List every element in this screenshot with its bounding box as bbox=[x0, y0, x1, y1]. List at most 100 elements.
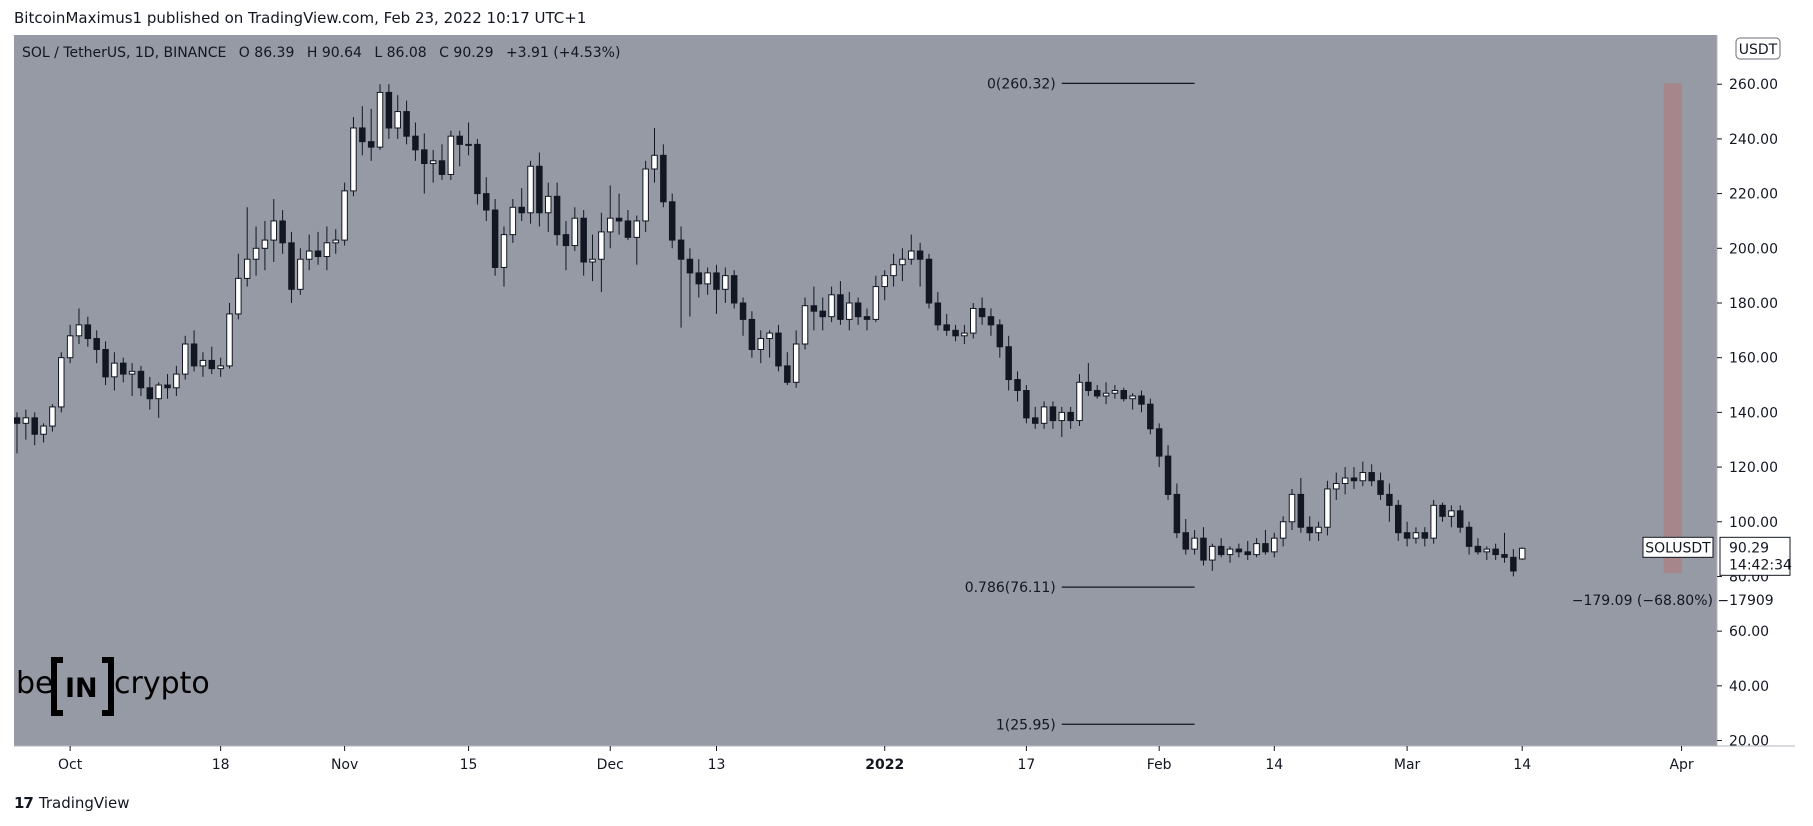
candle bbox=[846, 292, 853, 331]
candle bbox=[1023, 385, 1030, 424]
candle bbox=[1182, 519, 1189, 555]
candle bbox=[589, 234, 596, 282]
candle bbox=[1164, 445, 1172, 500]
price-chart[interactable]: SOL / TetherUS, 1D, BINANCE O 86.39 H 90… bbox=[14, 35, 1795, 779]
price-scale-area[interactable] bbox=[1717, 35, 1795, 746]
logo-text-be: be bbox=[16, 666, 54, 701]
fib-retracement[interactable]: 0(260.32) 0.786(76.11) 1(25.95) bbox=[965, 76, 1195, 733]
candle-body bbox=[288, 242, 295, 290]
candle-body bbox=[757, 338, 764, 350]
candle-body bbox=[376, 91, 384, 148]
candle bbox=[801, 297, 809, 350]
logo-text-crypto: crypto bbox=[114, 666, 210, 701]
candle-body bbox=[111, 362, 118, 378]
candle bbox=[1350, 467, 1358, 489]
candle bbox=[978, 297, 986, 325]
price-tick-label: 180.00 bbox=[1729, 296, 1778, 312]
candle bbox=[890, 253, 897, 287]
candle bbox=[536, 152, 543, 227]
price-range-measure-label: −179.09 (−68.80%) −17909 bbox=[1572, 593, 1774, 609]
candle bbox=[1253, 538, 1260, 558]
price-tick-label: 20.00 bbox=[1729, 734, 1769, 750]
candle-body bbox=[190, 343, 198, 367]
candle-body bbox=[500, 234, 508, 268]
candle bbox=[527, 160, 534, 224]
published-line: BitcoinMaximus1 published on TradingView… bbox=[14, 9, 587, 27]
candle bbox=[1386, 483, 1393, 522]
candle-body bbox=[412, 135, 419, 151]
candle-body bbox=[146, 387, 154, 400]
candle-body bbox=[359, 127, 366, 143]
time-tick-label: Nov bbox=[331, 757, 358, 773]
candle bbox=[925, 253, 933, 309]
candle-body bbox=[615, 217, 623, 222]
time-tick-label: Feb bbox=[1147, 757, 1172, 773]
tradingview-logo-icon[interactable]: 17 bbox=[14, 794, 34, 812]
legend-l-label: L bbox=[374, 45, 382, 61]
candle bbox=[1226, 546, 1234, 563]
candle-body bbox=[465, 143, 472, 146]
candle bbox=[500, 226, 508, 287]
legend-o-label: O bbox=[239, 45, 250, 61]
candle bbox=[1439, 502, 1446, 522]
candle bbox=[146, 376, 154, 410]
candle-body bbox=[93, 338, 100, 350]
candle-body bbox=[854, 302, 862, 318]
candle bbox=[456, 130, 463, 167]
candle bbox=[367, 108, 375, 161]
candle bbox=[252, 226, 260, 276]
candle-body bbox=[155, 384, 162, 400]
candle-body bbox=[863, 316, 871, 320]
candle bbox=[854, 297, 862, 325]
candle-body bbox=[801, 305, 809, 345]
candle-body bbox=[996, 324, 1004, 348]
candle bbox=[1403, 521, 1411, 547]
currency-button[interactable]: USDT bbox=[1735, 37, 1781, 60]
time-scale-area[interactable] bbox=[14, 746, 1795, 779]
candle-body bbox=[66, 335, 74, 359]
candle bbox=[748, 311, 756, 358]
candle-body bbox=[598, 231, 605, 260]
footer[interactable]: 17 TradingView bbox=[14, 794, 130, 812]
candle bbox=[943, 313, 950, 336]
candle bbox=[1093, 385, 1101, 399]
candle-body bbox=[1005, 346, 1012, 381]
candle bbox=[872, 275, 880, 323]
candle bbox=[421, 133, 428, 194]
plot-area[interactable] bbox=[14, 35, 1717, 746]
candle bbox=[75, 308, 83, 345]
candle bbox=[1456, 505, 1464, 533]
candle-body bbox=[438, 160, 446, 175]
candle bbox=[730, 270, 738, 309]
last-price-label: SOLUSDT 90.29 14:42:34 bbox=[1642, 536, 1792, 576]
candle-body bbox=[1235, 548, 1243, 553]
candle-body bbox=[775, 332, 782, 367]
candle-body bbox=[1501, 554, 1508, 558]
candle-body bbox=[1049, 406, 1057, 422]
candle bbox=[1333, 472, 1340, 500]
candle-body bbox=[1120, 390, 1128, 400]
candle-body bbox=[332, 239, 339, 244]
candle-body bbox=[1359, 472, 1367, 482]
candle bbox=[934, 292, 942, 331]
candle bbox=[332, 229, 339, 254]
tradingview-brand[interactable]: TradingView bbox=[38, 794, 130, 812]
candle bbox=[792, 330, 800, 388]
price-range-measure[interactable] bbox=[1663, 83, 1682, 574]
candle bbox=[899, 248, 906, 282]
candle bbox=[208, 346, 216, 375]
candle bbox=[1465, 521, 1473, 555]
symbol-tag bbox=[1642, 536, 1714, 558]
logo-text-in: IN bbox=[65, 673, 98, 704]
legend-c-label: C bbox=[439, 45, 449, 61]
time-tick-label: Mar bbox=[1394, 757, 1421, 773]
candle bbox=[40, 423, 47, 443]
candle bbox=[810, 286, 818, 331]
candle bbox=[403, 100, 410, 145]
bar-countdown: 14:42:34 bbox=[1729, 557, 1792, 573]
candle bbox=[243, 207, 251, 287]
candle bbox=[1341, 467, 1349, 495]
candle bbox=[739, 297, 747, 336]
candle bbox=[217, 357, 224, 377]
beincrypto-logo: be IN crypto bbox=[16, 657, 210, 716]
